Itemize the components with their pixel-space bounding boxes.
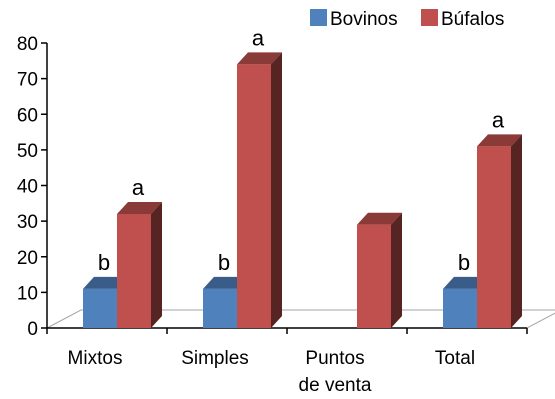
x-tick-label: Total xyxy=(435,348,475,369)
y-tick-label: 20 xyxy=(17,248,38,269)
y-tick-label: 80 xyxy=(17,34,38,55)
bar-top-face xyxy=(237,52,282,65)
bar-búfalos-0 xyxy=(117,202,162,328)
x-tick-label: Simples xyxy=(181,348,249,369)
bar-data-label: a xyxy=(252,25,265,50)
bar-side-face xyxy=(511,134,522,328)
legend-label-búfalos: Búfalos xyxy=(441,9,504,30)
bar-front-face xyxy=(203,288,237,328)
y-tick-label: 60 xyxy=(17,105,38,126)
bar-top-face xyxy=(477,134,522,147)
chart-data-labels: b a b a b a xyxy=(98,25,505,274)
bar-side-face xyxy=(151,202,162,328)
bar-búfalos-1 xyxy=(237,52,282,328)
bar-búfalos-2 xyxy=(357,212,402,328)
x-tick-label: Puntos de venta xyxy=(299,348,372,396)
bar-búfalos-3 xyxy=(477,134,522,328)
bar-front-face xyxy=(117,214,151,328)
y-tick-label: 10 xyxy=(17,283,38,304)
y-tick-label: 30 xyxy=(17,212,38,233)
y-tick-label: 50 xyxy=(17,141,38,162)
chart-legend: Bovinos Búfalos xyxy=(310,9,504,30)
bar-front-face xyxy=(83,288,117,328)
y-tick-label: 70 xyxy=(17,70,38,91)
y-tick-label: 40 xyxy=(17,177,38,198)
bar-data-label: a xyxy=(132,175,145,200)
y-tick-label: 0 xyxy=(27,319,38,340)
bar-front-face xyxy=(477,146,511,328)
bar-front-face xyxy=(357,224,391,328)
legend-swatch-bovinos xyxy=(310,9,327,26)
bar-top-face xyxy=(117,202,162,214)
bar-top-face xyxy=(443,276,488,289)
chart-bars xyxy=(83,52,522,328)
bar-data-label: a xyxy=(492,107,505,132)
bar-data-label: b xyxy=(218,250,230,275)
bar-side-face xyxy=(391,212,402,328)
x-tick-label: Mixtos xyxy=(68,348,123,369)
legend-swatch-búfalos xyxy=(421,9,438,26)
bar-data-label: b xyxy=(458,250,470,275)
bar-front-face xyxy=(443,288,477,328)
bar-front-face xyxy=(237,64,271,328)
bar-top-face xyxy=(357,212,402,225)
bar-data-label: b xyxy=(98,250,110,275)
legend-label-bovinos: Bovinos xyxy=(330,9,398,30)
bar-top-face xyxy=(83,276,128,289)
bar-side-face xyxy=(271,52,282,328)
bar-top-face xyxy=(203,276,248,289)
